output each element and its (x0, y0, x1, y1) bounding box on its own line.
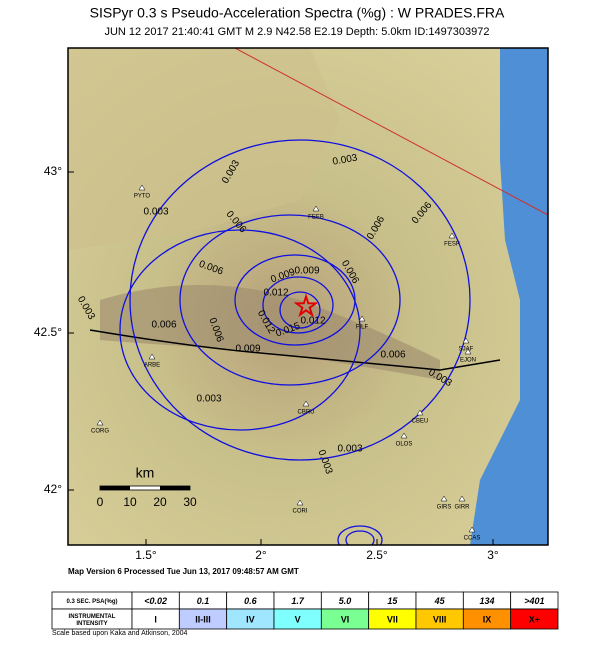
title: SISPyr 0.3 s Pseudo-Acceleration Spectra… (90, 5, 505, 21)
legend-text: IX (483, 614, 492, 624)
station-label: FILF (356, 325, 369, 331)
scale-unit: km (136, 465, 155, 481)
legend-text: 0.1 (197, 596, 210, 606)
station (296, 499, 304, 506)
terrain (68, 48, 340, 250)
station-label: GIRS (437, 505, 452, 511)
lat-label: 42° (44, 482, 62, 496)
station-label: PYTO (134, 194, 151, 200)
station (312, 205, 320, 212)
legend-text: INSTRUMENTAL INTENSITY (69, 614, 116, 627)
station (138, 184, 146, 191)
legend-text: X+ (529, 614, 540, 624)
lon-label: 3° (487, 548, 499, 562)
contour-label: 0.012 (263, 288, 288, 299)
station (358, 315, 366, 322)
station (464, 348, 472, 355)
station-label: GIRR (455, 505, 471, 511)
lon-label: 2° (255, 548, 267, 562)
station-label: EJON (460, 358, 476, 364)
version-text: Map Version 6 Processed Tue Jun 13, 2017… (68, 567, 299, 576)
legend-text: 1.7 (291, 596, 305, 606)
contour-label: 0.006 (380, 350, 405, 361)
contours (119, 139, 471, 545)
station (400, 432, 408, 439)
station (96, 419, 104, 426)
mountains (100, 285, 440, 380)
legend-text: VI (341, 614, 350, 624)
lat-label: 43° (44, 164, 62, 178)
lon-label: 1.5° (135, 548, 157, 562)
scale-tick: 0 (97, 495, 104, 509)
subtitle: JUN 12 2017 21:40:41 GMT M 2.9 N42.58 E2… (104, 26, 489, 38)
station-label: CBEU (412, 419, 429, 425)
scale-tick: 20 (153, 495, 167, 509)
station (448, 232, 456, 239)
lon-label: 2.5° (366, 548, 388, 562)
contour-label: 0.006 (151, 320, 176, 331)
contour-label: 0.003 (337, 444, 362, 455)
station-label: CORG (91, 429, 109, 435)
station-label: CCAS (464, 536, 481, 542)
station (462, 337, 470, 344)
contour-label: 0.012 (300, 316, 325, 327)
contour-label: 0.003 (143, 207, 168, 218)
station (302, 400, 310, 407)
legend-text: <0.02 (144, 596, 167, 606)
contour-label: 0.003 (332, 152, 359, 167)
legend-text: >401 (524, 596, 544, 606)
legend-text: 0.6 (244, 596, 258, 606)
station (468, 526, 476, 533)
station-label: CBRU (297, 410, 314, 416)
contour-label: 0.009 (294, 266, 319, 277)
legend-text: V (295, 614, 301, 624)
sea (470, 48, 548, 545)
legend-text: IV (246, 614, 255, 624)
legend-text: 134 (479, 596, 494, 606)
map-frame (67, 47, 549, 546)
station (148, 353, 156, 360)
station-label: ARBE (144, 363, 160, 369)
legend-text: VII (387, 614, 398, 624)
station (458, 495, 466, 502)
station-label: CORI (293, 509, 308, 515)
map: ☆ (68, 48, 548, 545)
scale-tick: 30 (183, 495, 197, 509)
scale-note: Scale based upon Kaka and Atkinson, 2004 (52, 630, 188, 637)
contour-label: 0.009 (235, 344, 260, 355)
legend-text: II-III (195, 614, 211, 624)
legend-text: I (154, 614, 157, 624)
scale-tick: 10 (123, 495, 137, 509)
legend-text: 0.3 SEC. PSA(%g) (66, 599, 117, 605)
epicenter: ☆ (293, 290, 318, 321)
legend-text: 45 (434, 596, 446, 606)
scale-bar (99, 485, 191, 491)
legend-cell (510, 608, 559, 630)
station (440, 495, 448, 502)
legend-text: 5.0 (339, 596, 352, 606)
fault-line (234, 48, 548, 216)
station-label: OLOS (396, 442, 413, 448)
station-label: FESP (444, 242, 460, 248)
station (416, 409, 424, 416)
station-label: SJAF (459, 347, 474, 353)
lat-label: 42.5° (34, 325, 62, 339)
legend-text: VIII (433, 614, 447, 624)
contour-label: 0.003 (196, 394, 221, 405)
station-label: FEEB (308, 215, 324, 221)
border (89, 329, 501, 371)
legend-text: 15 (387, 596, 398, 606)
